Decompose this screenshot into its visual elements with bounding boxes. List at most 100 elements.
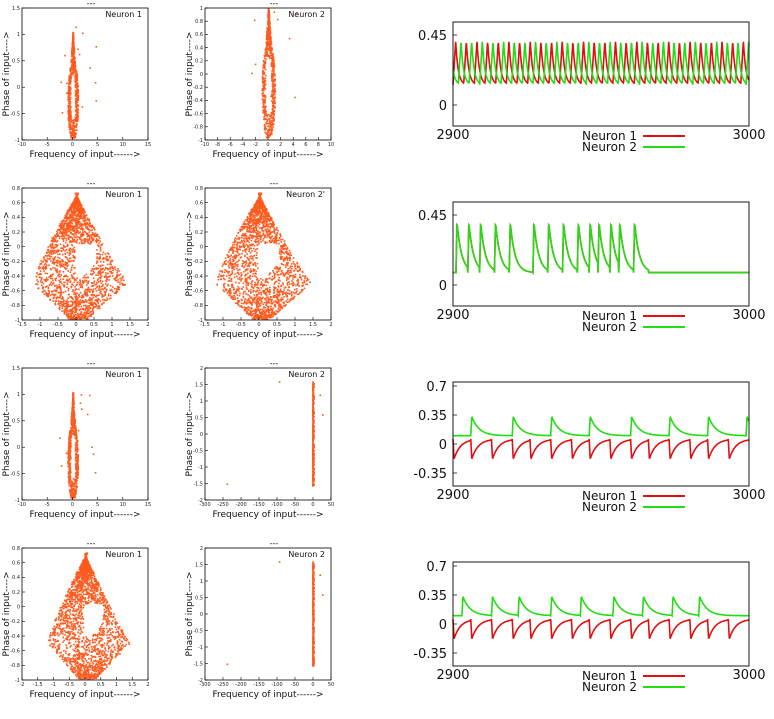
scatter-point [227,271,230,273]
scatter-point [67,223,70,225]
scatter-point [107,294,110,297]
scatter-point [243,241,246,243]
scatter-point [69,102,72,105]
scatter-point [70,314,73,317]
scatter-point [88,236,91,239]
scatter-point [274,305,277,308]
scatter-point [274,78,276,81]
scatter-point [81,242,83,245]
scatter-point [271,83,274,85]
scatter-point [101,253,104,256]
scatter-point [61,301,64,303]
scatter-point [294,96,296,99]
scatter-point [74,214,76,217]
scatter-point [58,237,61,240]
x-tick-label: -6 [228,142,233,148]
scatter-point [283,296,285,298]
scatter-point [66,217,68,219]
scatter-point [261,69,264,72]
y-tick-label: 0.5 [12,59,20,65]
scatter-point [84,238,87,241]
scatter-point [89,241,92,244]
scatter-point [272,56,275,58]
scatter-point [72,240,74,242]
scatter-point [63,281,66,284]
scatter-point [57,273,60,275]
scatter-point [77,222,80,225]
scatter-point [255,227,258,229]
scatter-point [244,263,247,266]
scatter-point [65,239,68,241]
scatter-point [90,241,93,243]
scatter-point [267,301,270,304]
scatter-point [274,75,276,77]
y-axis-label: Phase of input----> [185,32,195,117]
scatter-point [238,253,241,255]
scatter-point [73,134,76,137]
scatter-point [85,318,88,320]
scatter-point [78,199,80,201]
scatter-point [73,281,75,284]
scatter-point [56,235,58,237]
scatter-point [78,232,80,235]
scatter-point [67,310,69,312]
scatter-point [70,111,72,114]
scatter-point [74,302,77,304]
scatter-point [269,47,272,50]
scatter-point [74,295,76,298]
scatter-point [82,219,85,222]
scatter-point [89,273,92,275]
scatter-point [73,236,76,238]
scatter-point [220,278,222,280]
scatter-point [69,252,72,255]
scatter-point [74,286,76,288]
scatter-point [280,296,283,299]
scatter-point [236,294,239,296]
scatter-point [45,286,47,288]
scatter-point [281,246,283,249]
scatter-point [83,241,85,244]
scatter-point [231,271,234,274]
scatter-point [51,277,54,280]
scatter-point [92,290,95,292]
scatter-point [266,132,269,135]
scatter-point [279,266,281,269]
scatter-point [264,207,267,209]
scatter-point [246,288,248,291]
scatter-point [260,205,263,208]
scatter-point [268,19,270,22]
scatter-point [262,237,265,240]
scatter-point [251,302,254,304]
scatter-point [74,80,77,83]
scatter-point [265,221,268,224]
scatter-point [81,296,84,298]
scatter-point [88,302,90,304]
scatter-point [67,316,69,319]
scatter-point [259,296,261,299]
scatter-point [229,258,232,260]
scatter-point [59,293,62,295]
scatter-point [66,265,68,267]
scatter-point [92,285,95,287]
scatter-point [106,267,109,270]
scatter-point [67,95,70,97]
scatter-point [258,315,260,317]
scatter-point [52,236,55,238]
scatter-point [95,274,97,276]
scatter-point [98,307,101,310]
scatter-point [268,29,270,31]
y-tick-label: -0.6 [10,288,20,294]
x-tick-label: 3000 [732,128,765,143]
scatter-point [262,73,264,76]
scatter-point [121,282,123,285]
scatter-point [39,262,42,265]
scatter-point [256,251,258,254]
scatter-point [255,290,257,293]
scatter-point [77,314,79,317]
scatter-point [106,298,109,301]
scatter-point [76,208,79,211]
scatter-point [286,256,288,259]
scatter-point [270,112,273,114]
scatter-point [264,88,267,90]
scatter-point [50,246,53,249]
